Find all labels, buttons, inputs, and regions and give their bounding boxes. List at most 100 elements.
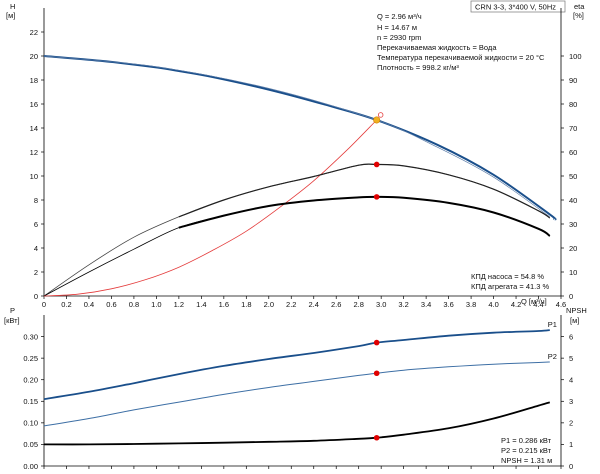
x-tick-label: 4.6 — [556, 300, 566, 309]
info-line: Температура перекачиваемой жидкости = 20… — [377, 53, 545, 62]
y-tick-label-left-bottom: 0.05 — [23, 440, 38, 449]
y-tick-label-right: 0 — [569, 292, 573, 301]
y-tick-label-right-bottom: 0 — [569, 462, 573, 471]
y-tick-label-left-bottom: 0.25 — [23, 354, 38, 363]
x-tick-label: 3.6 — [443, 300, 453, 309]
x-tick-label: 4.4 — [533, 300, 543, 309]
y-tick-label-right: 90 — [569, 76, 577, 85]
chart-marks: 0 0.2 0.4 0.6 0.8 1.0 1.2 1.4 1.6 1.8 2.0 2.2 2.4 2.6… — [23, 28, 581, 471]
head-curve-thin — [43, 55, 551, 218]
y-tick-label-right: 80 — [569, 100, 577, 109]
x-tick-label: 2.6 — [331, 300, 341, 309]
bottom-y-right-unit: [м] — [570, 316, 579, 325]
info-line: n = 2930 rpm — [377, 33, 421, 42]
x-tick-label: 0.6 — [106, 300, 116, 309]
power-info: P1 = 0.286 кВт P2 = 0.215 кВт NPSH = 1.3… — [501, 436, 552, 465]
y-tick-label-right-bottom: 4 — [569, 376, 573, 385]
series-label-p2: P2 — [548, 352, 557, 361]
y-tick-label-left-bottom: 0.15 — [23, 397, 38, 406]
P2-point-marker — [373, 370, 380, 377]
top-y-left-label: H — [10, 2, 15, 11]
info-line: Перекачиваемая жидкость = Вода — [377, 43, 497, 52]
info-line: Q = 2.96 м³/ч — [377, 12, 422, 21]
series-label-p1: P1 — [548, 320, 557, 329]
x-tick-label: 4.0 — [488, 300, 498, 309]
y-tick-label-left: 2 — [34, 268, 38, 277]
x-tick-label: 3.4 — [421, 300, 431, 309]
x-tick-label: 2.4 — [309, 300, 319, 309]
y-tick-label-right: 60 — [569, 148, 577, 157]
y-tick-label-left: 22 — [30, 28, 38, 37]
bottom-y-left-unit: [кВт] — [4, 316, 20, 325]
y-tick-label-right-bottom: 5 — [569, 354, 573, 363]
y-tick-label-right-bottom: 6 — [569, 332, 573, 341]
y-tick-label-left: 14 — [30, 124, 38, 133]
x-tick-label: 3.0 — [376, 300, 386, 309]
efficiency-info: КПД насоса = 54.8 % КПД агрегата = 41.3 … — [471, 272, 549, 291]
x-tick-label: 1.2 — [174, 300, 184, 309]
y-tick-label-left-bottom: 0.20 — [23, 376, 38, 385]
y-tick-label-left: 8 — [34, 196, 38, 205]
y-tick-label-right-bottom: 1 — [569, 440, 573, 449]
y-tick-label-right: 100 — [569, 52, 582, 61]
x-tick-label: 0.2 — [61, 300, 71, 309]
x-tick-label: 3.2 — [398, 300, 408, 309]
x-tick-label: 2.2 — [286, 300, 296, 309]
x-tick-label: 1.6 — [219, 300, 229, 309]
y-tick-label-left: 18 — [30, 76, 38, 85]
npsh-curve — [43, 401, 551, 446]
top-y-left-unit: [м] — [6, 11, 15, 20]
bottom-y-left-label: P — [10, 306, 15, 315]
top-y-right-label: eta — [574, 2, 585, 11]
x-tick-label: 2.8 — [353, 300, 363, 309]
y-tick-label-right: 70 — [569, 124, 577, 133]
info-line: КПД насоса = 54.8 % — [471, 272, 544, 281]
y-tick-label-left: 10 — [30, 172, 38, 181]
x-tick-label: 2.0 — [264, 300, 274, 309]
eta-pump-point-marker — [373, 161, 380, 168]
y-tick-label-left-bottom: 0.30 — [23, 332, 38, 341]
x-tick-label: 0 — [42, 300, 46, 309]
system-end-marker — [377, 112, 384, 118]
x-axis-label: Q [м³/ч] — [521, 297, 547, 306]
info-line: КПД агрегата = 41.3 % — [471, 282, 549, 291]
head-curve — [43, 55, 557, 221]
x-tick-label: 1.8 — [241, 300, 251, 309]
info-line: P1 = 0.286 кВт — [501, 436, 552, 445]
y-tick-label-left: 20 — [30, 52, 38, 61]
x-tick-label: 0.4 — [84, 300, 94, 309]
x-tick-label: 1.4 — [196, 300, 206, 309]
info-line: H = 14.67 м — [377, 23, 417, 32]
x-tick-label: 4.2 — [511, 300, 521, 309]
eta-unit-point-marker — [373, 194, 380, 200]
duty-point-info: Q = 2.96 м³/ч H = 14.67 м n = 2930 rpm П… — [377, 12, 545, 72]
y-tick-label-left-bottom: 0.10 — [23, 419, 38, 428]
y-tick-label-left: 12 — [30, 148, 38, 157]
y-tick-label-right: 50 — [569, 172, 577, 181]
chart-title: CRN 3-3, 3*400 V, 50Hz — [475, 3, 556, 12]
y-tick-label-right: 40 — [569, 196, 577, 205]
p1-curve — [43, 329, 550, 400]
P1-point-marker — [373, 339, 380, 346]
y-tick-label-left: 0 — [34, 292, 38, 301]
system-curve — [43, 119, 377, 297]
y-tick-label-right: 10 — [569, 268, 577, 277]
y-tick-label-left: 16 — [30, 100, 38, 109]
x-tick-label: 1.0 — [151, 300, 161, 309]
bottom-y-right-label: NPSH — [566, 306, 587, 315]
p2-curve — [43, 361, 550, 427]
y-tick-label-right-bottom: 2 — [569, 419, 573, 428]
title-box — [470, 0, 566, 13]
duty-point-marker — [373, 116, 381, 124]
y-tick-label-right: 30 — [569, 220, 577, 229]
y-tick-label-left: 6 — [34, 220, 38, 229]
NPSH-point-marker — [373, 434, 380, 441]
x-tick-label: 3.8 — [466, 300, 476, 309]
y-tick-label-left: 4 — [34, 244, 38, 253]
info-line: NPSH = 1.31 м — [501, 456, 552, 465]
top-y-right-unit: [%] — [573, 11, 584, 20]
info-line: P2 = 0.215 кВт — [501, 446, 552, 455]
y-tick-label-left-bottom: 0.00 — [23, 462, 38, 471]
